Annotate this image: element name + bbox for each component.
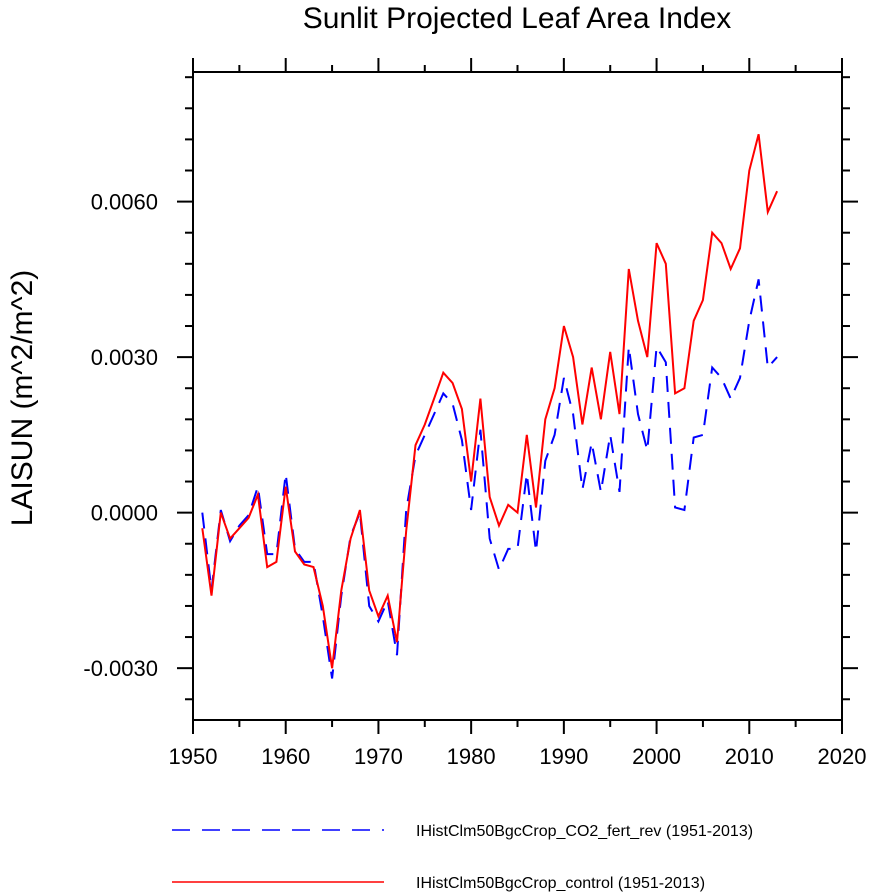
x-tick-label: 1990 — [539, 744, 588, 769]
series-line-1 — [201, 279, 778, 679]
x-tick-label: 1980 — [447, 744, 496, 769]
x-tick-label: 2010 — [725, 744, 774, 769]
y-axis-label: LAISUN (m^2/m^2) — [6, 270, 39, 527]
legend-label-2: IHistClm50BgcCrop_control (1951-2013) — [416, 875, 705, 892]
legend-label-1: IHistClm50BgcCrop_CO2_fert_rev (1951-201… — [416, 823, 753, 840]
legend: IHistClm50BgcCrop_CO2_fert_rev (1951-201… — [172, 823, 753, 892]
y-tick-label: -0.0030 — [83, 656, 158, 681]
series-line-2 — [201, 133, 779, 669]
plot-area: 1950 1960 1970 1980 1990 2000 2010 2020 -0.0030 0… — [83, 58, 866, 769]
y-tick-label: 0.0030 — [91, 345, 158, 370]
y-tick-label: 0.0060 — [91, 190, 158, 215]
x-tick-label: 2020 — [818, 744, 867, 769]
chart-title: Sunlit Projected Leaf Area Index — [303, 2, 732, 35]
y-tick-label: 0.0000 — [91, 501, 158, 526]
x-tick-label: 2000 — [632, 744, 681, 769]
x-tick-label: 1950 — [169, 744, 218, 769]
plot-frame — [192, 71, 843, 721]
x-tick-label: 1960 — [261, 744, 310, 769]
x-tick-label: 1970 — [354, 744, 403, 769]
